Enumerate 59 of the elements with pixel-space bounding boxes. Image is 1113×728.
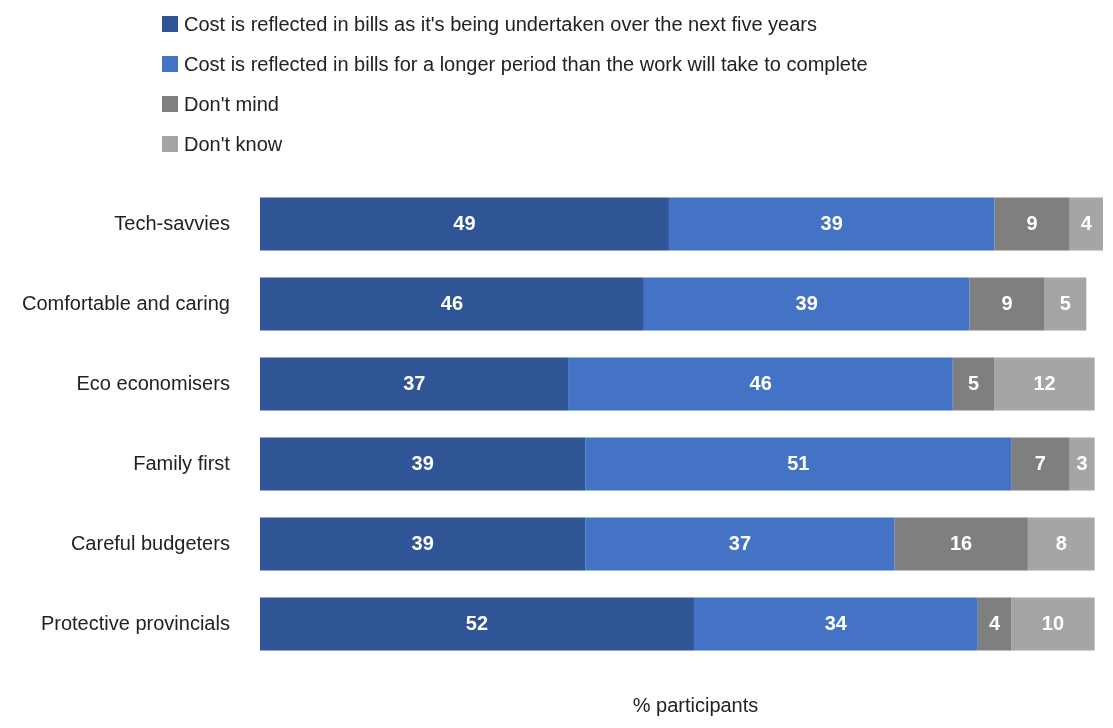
bar [994, 357, 1095, 411]
y-tick-label: Tech-savvies [114, 211, 230, 234]
bar [1011, 437, 1070, 491]
x-axis-title: % participants [631, 694, 760, 717]
data-label: 46 [440, 291, 464, 314]
data-label: 39 [411, 531, 434, 554]
bar [259, 597, 694, 651]
data-label: 4 [1080, 211, 1093, 234]
bar [994, 197, 1070, 251]
data-label: 3 [1076, 451, 1088, 474]
legend-label: Cost is reflected in bills as it's being undertaken over the next five years [184, 12, 818, 36]
bar [693, 597, 978, 651]
bar [1069, 437, 1095, 491]
legend-label: Don't mind [184, 92, 279, 116]
data-label: 52 [465, 611, 489, 634]
data-label: 5 [968, 371, 980, 394]
data-label: 9 [1001, 291, 1013, 314]
bar [1069, 197, 1103, 251]
bar [969, 277, 1045, 331]
data-label: 12 [1033, 371, 1056, 394]
bar [668, 197, 995, 251]
bar [259, 357, 569, 411]
bar [568, 357, 953, 411]
data-label: 16 [949, 531, 973, 554]
data-label: 49 [453, 211, 476, 234]
bar [977, 597, 1012, 651]
bar [952, 357, 995, 411]
bar [259, 437, 586, 491]
legend-label: Cost is reflected in bills for a longer period than the work will take to complete [184, 52, 868, 76]
bar [1044, 277, 1087, 331]
data-label: 7 [1034, 451, 1046, 474]
bar [259, 517, 586, 571]
data-label: 37 [728, 531, 751, 554]
data-label: 39 [795, 291, 818, 314]
data-label: 8 [1055, 531, 1067, 554]
y-tick-label: Protective provincials [40, 611, 230, 634]
y-tick-label: Comfortable and caring [22, 291, 230, 314]
data-label: 9 [1026, 211, 1038, 234]
data-label: 39 [820, 211, 843, 234]
bar [259, 197, 669, 251]
y-tick-label: Careful budgeters [70, 531, 230, 554]
y-tick-label: Eco economisers [76, 371, 230, 394]
data-label: 4 [988, 611, 1001, 634]
data-label: 39 [411, 451, 434, 474]
data-label: 5 [1059, 291, 1071, 314]
data-label: 51 [787, 451, 810, 474]
data-label: 34 [824, 611, 848, 634]
bar [1011, 597, 1095, 651]
data-label: 10 [1041, 611, 1065, 634]
bar [259, 277, 644, 331]
y-tick-label: Family first [133, 451, 231, 474]
data-label: 37 [403, 371, 426, 394]
bar [1027, 517, 1095, 571]
bar [585, 517, 895, 571]
bar [643, 277, 970, 331]
data-label: 46 [749, 371, 772, 394]
bar [585, 437, 1012, 491]
legend-label: Don't know [184, 132, 283, 156]
bar [894, 517, 1028, 571]
